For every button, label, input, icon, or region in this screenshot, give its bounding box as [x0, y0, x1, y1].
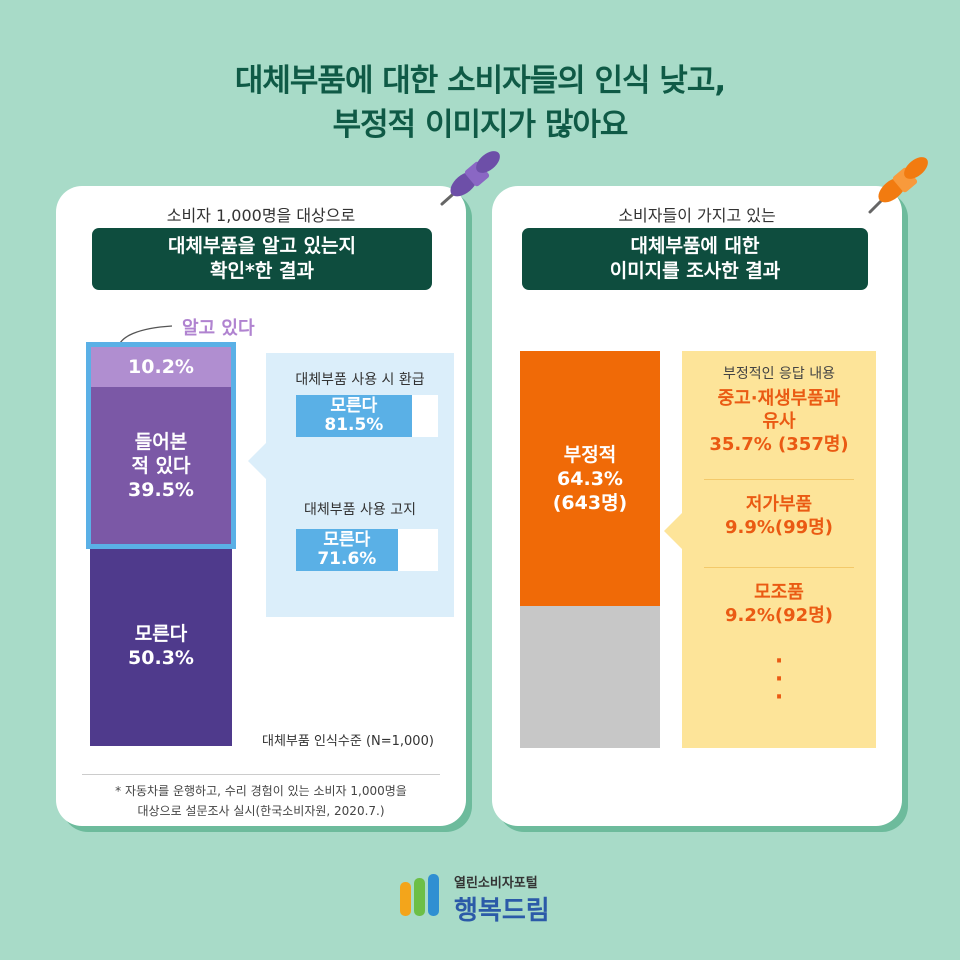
- awareness-stacked-bar: 10.2% 들어본 적 있다 39.5% 모른다 50.3%: [86, 342, 236, 746]
- sub-bar-notice-value: 71.6%: [317, 549, 377, 569]
- sub-question-refund-label: 대체부품 사용 시 환급: [295, 372, 425, 388]
- detail-cheap-parts: 저가부품 9.9%(99명): [682, 493, 876, 539]
- image-stacked-bar: 부정적 64.3% (643명): [520, 351, 660, 748]
- bar-heard-value: 39.5%: [128, 479, 194, 501]
- pushpin-purple-icon: [440, 151, 500, 206]
- portal-logo-small: 열린소비자포털: [454, 876, 538, 891]
- image-card: 소비자들이 가지고 있는 대체부품에 대한 이미지를 조사한 결과 부정적 64…: [492, 186, 902, 826]
- sub-bar-notice: 모른다 71.6%: [296, 529, 438, 571]
- awareness-heading-line2: 확인*한 결과: [210, 260, 314, 282]
- bar-heard-label1: 들어본: [134, 431, 188, 453]
- image-heading-line2: 이미지를 조사한 결과: [609, 260, 781, 282]
- awareness-subtitle: 소비자 1,000명을 대상으로: [166, 206, 356, 225]
- sub-bar-refund-value: 81.5%: [324, 415, 384, 435]
- bar-dont-value: 50.3%: [128, 646, 194, 669]
- detail-used-value: 35.7% (357명): [709, 434, 849, 455]
- detail-used-parts: 중고·재생부품과 유사 35.7% (357명): [682, 387, 876, 456]
- detail-counterfeit-line1: 모조품: [754, 582, 804, 603]
- sub-question-notice-label: 대체부품 사용 고지: [304, 502, 416, 518]
- bar-negative-count: (643명): [552, 491, 628, 514]
- portal-logo: 열린소비자포털 행복드림: [398, 868, 578, 932]
- sub-bar-notice-fill: 모른다 71.6%: [296, 529, 398, 571]
- bar-segment-other: [520, 606, 660, 748]
- known-highlight-frame: [86, 342, 236, 549]
- detail-counterfeit: 모조품 9.2%(92명): [682, 581, 876, 627]
- detail-used-line1: 중고·재생부품과: [717, 388, 841, 409]
- panel-pointer: [248, 441, 268, 481]
- awareness-card: 소비자 1,000명을 대상으로 대체부품을 알고 있는지 확인*한 결과 알고…: [56, 186, 466, 826]
- image-heading: 대체부품에 대한 이미지를 조사한 결과: [522, 228, 868, 290]
- detail-cheap-line1: 저가부품: [745, 494, 813, 515]
- awareness-caption: 대체부품 인식수준 (N=1,000): [262, 734, 434, 749]
- bar-know-value: 10.2%: [128, 355, 194, 378]
- awareness-heading: 대체부품을 알고 있는지 확인*한 결과: [92, 228, 432, 290]
- bar-segment-negative: 부정적 64.3% (643명): [520, 351, 660, 606]
- image-subtitle: 소비자들이 가지고 있는: [618, 206, 776, 225]
- bar-heard-label2: 적 있다: [131, 455, 191, 477]
- know-label: 알고 있다: [182, 318, 255, 339]
- pushpin-orange-icon: [868, 157, 928, 214]
- detail-divider: [704, 479, 854, 480]
- footnote-line1: * 자동차를 운행하고, 수리 경험이 있는 소비자 1,000명을: [115, 784, 407, 798]
- sub-bar-refund-fill: 모른다 81.5%: [296, 395, 412, 437]
- detail-label: 부정적인 응답 내용: [723, 366, 835, 382]
- survey-footnote: * 자동차를 운행하고, 수리 경험이 있는 소비자 1,000명을 대상으로 …: [82, 774, 440, 821]
- portal-logo-big: 행복드림: [454, 896, 550, 926]
- awareness-heading-line1: 대체부품을 알고 있는지: [167, 235, 357, 257]
- detail-divider: [704, 567, 854, 568]
- sub-question-panel: 대체부품 사용 시 환급 모른다 81.5% 대체부품 사용 고지 모른다 71…: [248, 353, 454, 617]
- bar-negative-label: 부정적: [563, 443, 617, 466]
- bar-segment-dont-know: 모른다 50.3%: [90, 545, 232, 746]
- portal-logo-icon: [400, 874, 439, 916]
- image-heading-line1: 대체부품에 대한: [630, 235, 760, 257]
- bar-segment-know: 10.2%: [90, 346, 232, 387]
- detail-counterfeit-value: 9.2%(92명): [725, 605, 833, 626]
- sub-bar-refund: 모른다 81.5%: [296, 395, 438, 437]
- detail-used-line2: 유사: [762, 411, 796, 432]
- footnote-line2: 대상으로 설문조사 실시(한국소비자원, 2020.7.): [137, 804, 385, 818]
- sub-bar-refund-answer: 모른다: [330, 396, 378, 416]
- detail-cheap-value: 9.9%(99명): [725, 517, 833, 538]
- bar-segment-heard: 들어본 적 있다 39.5%: [90, 387, 232, 545]
- detail-more-dots: · · ·: [774, 649, 784, 710]
- page-title-line1: 대체부품에 대한 소비자들의 인식 낮고,: [234, 63, 726, 99]
- sub-bar-notice-answer: 모른다: [323, 530, 371, 550]
- negative-detail-panel: 부정적인 응답 내용 중고·재생부품과 유사 35.7% (357명) 저가부품…: [664, 351, 876, 748]
- detail-pointer: [664, 511, 684, 551]
- bar-negative-value: 64.3%: [557, 467, 623, 490]
- bar-dont-label: 모른다: [134, 622, 188, 645]
- page-title-line2: 부정적 이미지가 많아요: [332, 107, 629, 143]
